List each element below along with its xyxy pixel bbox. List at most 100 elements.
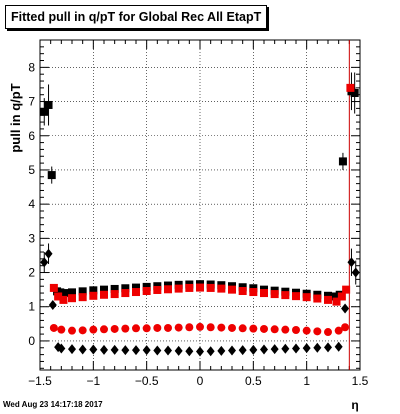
data-point-circle: [142, 324, 151, 333]
x-tick-label: 0: [197, 374, 204, 388]
y-tick-label: 7: [28, 95, 35, 109]
data-point-square: [100, 285, 108, 294]
data-point-circle: [260, 324, 268, 333]
data-point-square: [217, 284, 226, 293]
data-point-diamond: [110, 344, 119, 355]
data-point-square: [142, 282, 151, 291]
data-point-circle: [281, 325, 290, 334]
y-tick-label: 0: [28, 334, 35, 348]
data-point-diamond: [238, 345, 247, 356]
data-point-diamond: [132, 345, 140, 356]
data-point-square: [132, 288, 140, 297]
y-tick-label: 2: [28, 266, 35, 280]
data-point-circle: [164, 323, 172, 332]
data-point-diamond: [292, 343, 300, 354]
x-tick-label: 0.5: [245, 374, 262, 388]
data-point-diamond: [153, 345, 162, 356]
data-point-diamond: [347, 257, 356, 268]
data-point-diamond: [324, 342, 332, 353]
data-point-square: [132, 283, 140, 292]
data-point-diamond: [302, 343, 311, 354]
data-point-square: [78, 287, 87, 296]
data-point-square: [350, 89, 359, 98]
y-tick-label: 3: [28, 231, 35, 245]
data-point-square: [196, 283, 204, 292]
data-point-square: [89, 286, 98, 295]
data-point-square: [338, 157, 347, 166]
data-point-square: [153, 285, 162, 294]
grid-lines: [40, 40, 360, 370]
data-point-square: [331, 292, 340, 301]
data-point-square: [142, 287, 151, 296]
data-point-circle: [270, 325, 279, 334]
data-point-circle: [89, 325, 98, 334]
x-tick-label: −1: [86, 374, 100, 388]
data-point-circle: [249, 324, 258, 333]
data-point-square: [332, 297, 341, 306]
data-point-square: [228, 285, 236, 294]
data-point-circle: [217, 323, 226, 332]
data-point-circle: [132, 324, 140, 333]
data-point-square: [313, 294, 322, 303]
data-point-diamond: [281, 343, 290, 354]
data-point-square: [185, 283, 194, 292]
data-point-square: [249, 288, 258, 297]
x-axis-label: η: [351, 398, 358, 412]
data-point-diamond: [196, 346, 204, 357]
data-point-circle: [313, 327, 322, 336]
data-point-square: [281, 291, 290, 300]
y-axis-label: pull in q/pT: [8, 83, 23, 152]
data-point-diamond: [351, 267, 360, 278]
data-point-circle: [324, 328, 332, 337]
data-point-circle: [110, 324, 119, 333]
y-tick-label: 6: [28, 129, 35, 143]
data-point-circle: [57, 325, 66, 334]
x-tick-label: 1.5: [352, 374, 369, 388]
data-point-diamond: [249, 344, 258, 355]
data-point-diamond: [57, 343, 66, 354]
data-markers: [40, 40, 360, 370]
data-point-diamond: [121, 345, 130, 356]
data-point-circle: [121, 324, 130, 333]
data-point-square: [89, 291, 98, 300]
x-tick-label: −1.5: [28, 374, 52, 388]
data-point-square: [49, 283, 58, 292]
data-point-diamond: [260, 344, 268, 355]
data-point-diamond: [228, 345, 236, 356]
data-point-square: [68, 294, 76, 303]
data-point-square: [164, 285, 172, 294]
data-point-circle: [100, 325, 108, 334]
data-point-diamond: [40, 257, 49, 268]
data-point-circle: [174, 323, 183, 332]
data-point-diamond: [48, 300, 57, 311]
x-tick-label: 1: [303, 374, 310, 388]
data-point-diamond: [334, 341, 343, 352]
data-point-diamond: [206, 346, 215, 357]
data-point-square: [302, 293, 311, 302]
data-point-square: [238, 287, 247, 296]
data-point-square: [54, 292, 63, 301]
data-point-circle: [292, 325, 300, 334]
data-point-diamond: [100, 344, 108, 355]
data-point-circle: [341, 323, 350, 332]
data-point-circle: [78, 326, 87, 335]
data-point-square: [40, 107, 49, 116]
data-point-circle: [206, 323, 215, 332]
data-point-diamond: [174, 345, 183, 356]
data-point-square: [324, 291, 332, 300]
data-point-diamond: [164, 345, 172, 356]
data-point-square: [56, 288, 65, 297]
data-point-circle: [228, 323, 236, 332]
data-point-circle: [196, 322, 204, 331]
data-point-square: [342, 285, 351, 294]
data-point-square: [174, 284, 183, 293]
data-point-square: [110, 290, 119, 299]
axes: −1.5 −1 −0.5 0 0.5 1 1.5 0 1 2 3 4 5 6 7 8: [28, 39, 369, 388]
chart-title: Fitted pull in q/pT for Global Rec All E…: [5, 5, 268, 29]
data-point-square: [47, 171, 56, 180]
data-point-square: [346, 83, 355, 92]
data-point-diamond: [142, 345, 151, 356]
x-tick-label: −0.5: [135, 374, 159, 388]
data-point-square: [260, 289, 268, 298]
data-point-square: [110, 284, 119, 293]
